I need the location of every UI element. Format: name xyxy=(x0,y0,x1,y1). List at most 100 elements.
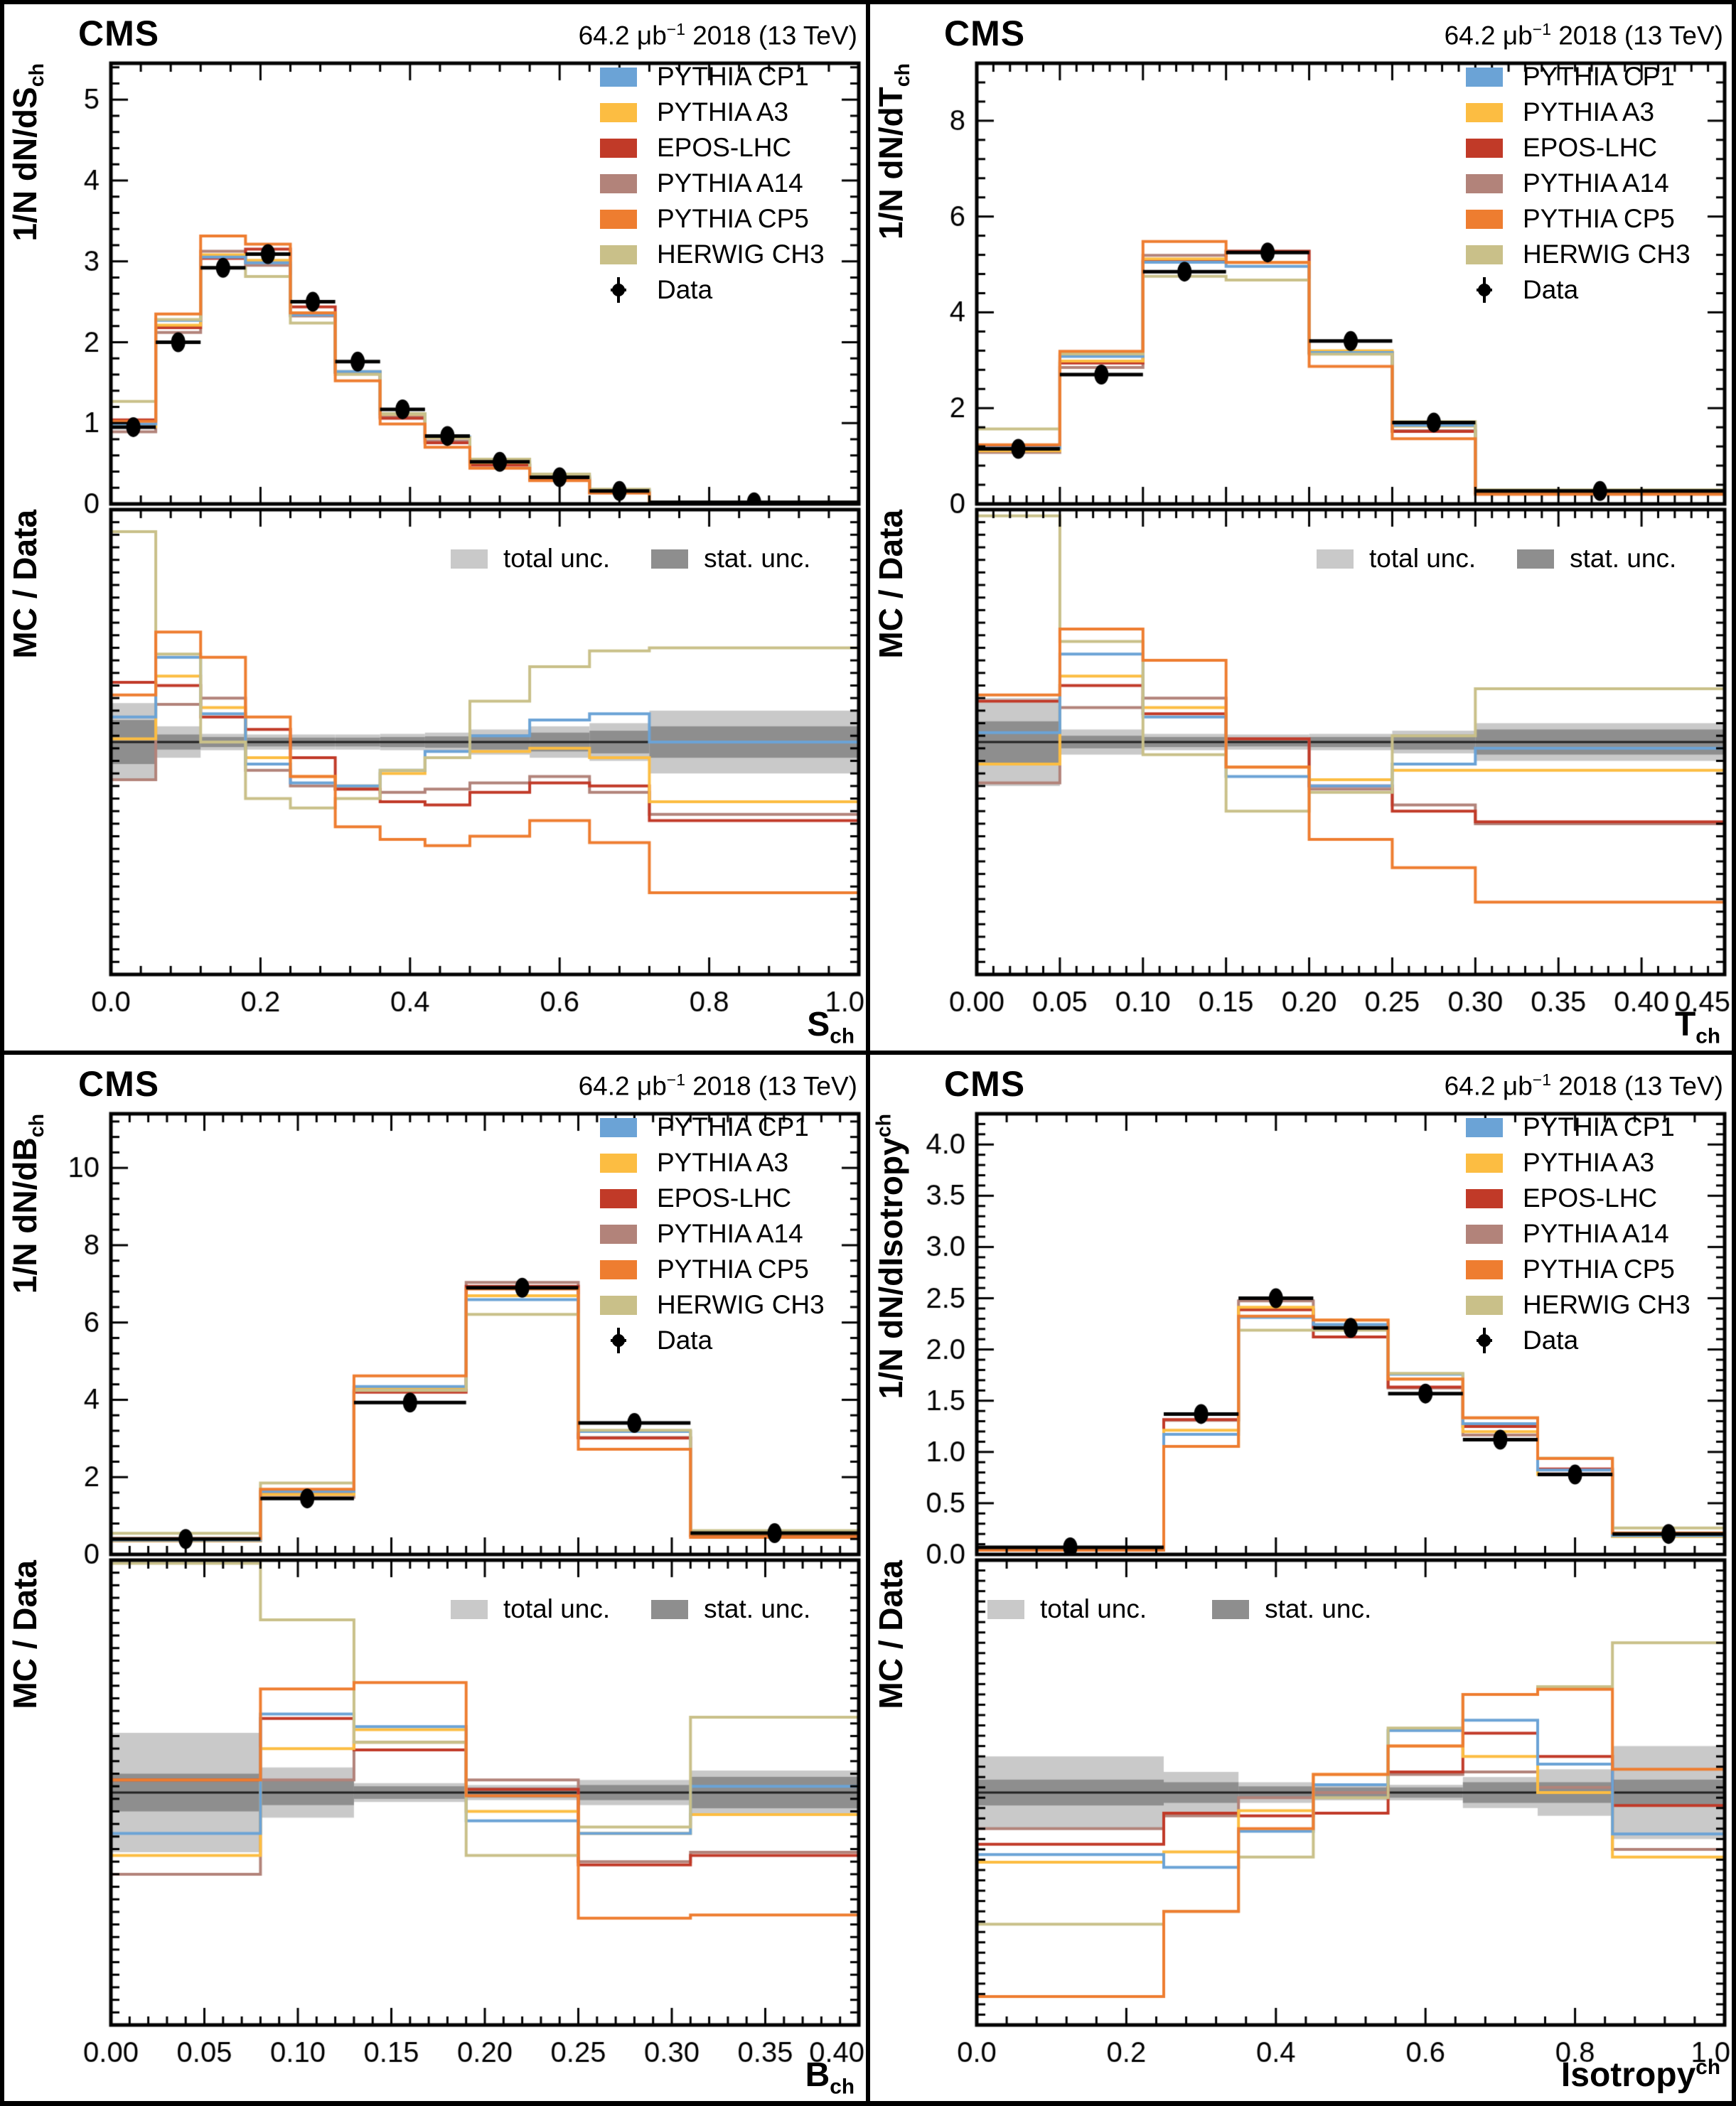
legend-item-herwig-ch3: HERWIG CH3 xyxy=(600,240,825,269)
lumi-suffix: 2018 (13 TeV) xyxy=(1550,21,1723,50)
legend: PYTHIA CP1 PYTHIA A3 EPOS-LHC PYTHIA A14 PYT… xyxy=(1466,1112,1691,1355)
legend-label: Data xyxy=(1523,275,1579,304)
legend-swatch xyxy=(600,102,637,122)
cms-logo-text: CMS xyxy=(78,1064,160,1104)
legend-swatch xyxy=(600,1117,637,1137)
legend-item-pythia-a3: PYTHIA A3 xyxy=(600,1148,825,1177)
legend-swatch xyxy=(1466,138,1503,158)
legend-swatch xyxy=(1466,102,1503,122)
y-axis-title-main: 1/N dN/dBch xyxy=(6,1114,49,1294)
lumi-exponent: −1 xyxy=(1532,20,1551,38)
legend-swatch xyxy=(600,1224,637,1244)
x-axis-title: Bch xyxy=(805,2056,854,2099)
legend-item-data: Data xyxy=(600,1326,825,1355)
lumi-suffix: 2018 (13 TeV) xyxy=(1550,1071,1723,1101)
legend-item-pythia-cp5: PYTHIA CP5 xyxy=(600,1255,825,1284)
legend-swatch xyxy=(600,1188,637,1208)
unc-legend: total unc. stat. unc. xyxy=(987,1594,1371,1623)
unc-legend-item-stat: stat. unc. xyxy=(651,1594,810,1623)
data-marker-icon xyxy=(1466,1328,1503,1353)
legend-item-pythia-a14: PYTHIA A14 xyxy=(600,1219,825,1248)
legend: PYTHIA CP1 PYTHIA A3 EPOS-LHC PYTHIA A14 PYT… xyxy=(1466,62,1691,304)
legend-item-pythia-a14: PYTHIA A14 xyxy=(1466,168,1691,198)
total-unc-swatch xyxy=(451,1599,488,1619)
legend-label: PYTHIA CP5 xyxy=(657,204,809,233)
lumi-label: 64.2 μb−1 2018 (13 TeV) xyxy=(1445,1070,1723,1101)
lumi-label: 64.2 μb−1 2018 (13 TeV) xyxy=(1445,20,1723,50)
legend-swatch xyxy=(1466,1224,1503,1244)
legend: PYTHIA CP1 PYTHIA A3 EPOS-LHC PYTHIA A14 PYT… xyxy=(600,62,825,304)
unc-legend: total unc. stat. unc. xyxy=(451,544,811,573)
legend-label: PYTHIA CP1 xyxy=(657,62,809,91)
data-marker-icon xyxy=(600,277,637,303)
panel-isotropy-ch: CMS 64.2 μb−1 2018 (13 TeV) 1/N dN/dIsot… xyxy=(870,1055,1732,2101)
y-axis-title-main: 1/N dN/dSch xyxy=(6,63,49,242)
unc-legend-item-total: total unc. xyxy=(1317,544,1476,573)
legend-swatch xyxy=(1466,1295,1503,1315)
cms-logo-text: CMS xyxy=(944,14,1026,53)
unc-legend-item-total: total unc. xyxy=(451,1594,611,1623)
legend-label: PYTHIA CP5 xyxy=(1523,204,1675,233)
legend-item-pythia-cp1: PYTHIA CP1 xyxy=(600,62,825,91)
legend-label: PYTHIA CP1 xyxy=(657,1112,809,1141)
legend-label: PYTHIA A14 xyxy=(1523,168,1669,198)
legend-item-pythia-cp1: PYTHIA CP1 xyxy=(1466,1112,1691,1141)
lumi-suffix: 2018 (13 TeV) xyxy=(685,1071,857,1101)
legend-item-data: Data xyxy=(1466,1326,1691,1355)
data-marker-icon xyxy=(1466,277,1503,303)
legend-swatch xyxy=(1466,245,1503,264)
lumi-suffix: 2018 (13 TeV) xyxy=(685,21,857,50)
unc-legend-item-stat: stat. unc. xyxy=(1212,1594,1371,1623)
legend-swatch xyxy=(1466,67,1503,87)
cms-logo-text: CMS xyxy=(944,1064,1026,1104)
unc-legend-item-stat: stat. unc. xyxy=(1517,544,1676,573)
legend-swatch xyxy=(600,209,637,229)
lumi-exponent: −1 xyxy=(1532,1070,1551,1089)
legend-label: PYTHIA A3 xyxy=(657,97,789,127)
y-axis-title-ratio: MC / Data xyxy=(872,1560,909,1709)
legend-swatch xyxy=(1466,1153,1503,1173)
total-unc-label: total unc. xyxy=(503,1594,611,1623)
y-axis-title-main: 1/N dN/dTch xyxy=(872,63,915,240)
panel-b-ch: CMS 64.2 μb−1 2018 (13 TeV) 1/N dN/dBch … xyxy=(4,1055,866,2101)
unc-legend-item-stat: stat. unc. xyxy=(651,544,811,573)
lumi-exponent: −1 xyxy=(666,1070,685,1089)
data-marker-icon xyxy=(600,1328,637,1353)
lumi-label: 64.2 μb−1 2018 (13 TeV) xyxy=(579,1070,857,1101)
legend-swatch xyxy=(1466,173,1503,193)
legend-item-epos-lhc: EPOS-LHC xyxy=(1466,1183,1691,1213)
legend-swatch xyxy=(600,1153,637,1173)
legend-label: PYTHIA A3 xyxy=(1523,97,1655,127)
lumi-prefix: 64.2 μb xyxy=(578,1071,667,1101)
unc-legend: total unc. stat. unc. xyxy=(1317,544,1676,573)
legend-item-herwig-ch3: HERWIG CH3 xyxy=(1466,1290,1691,1319)
plot-canvas-t-ch xyxy=(870,58,1732,1051)
total-unc-swatch xyxy=(451,549,488,569)
legend-label: Data xyxy=(1523,1326,1579,1355)
legend-item-pythia-a3: PYTHIA A3 xyxy=(1466,97,1691,127)
stat-unc-swatch xyxy=(1212,1599,1250,1619)
data-marker-dot xyxy=(612,284,625,296)
legend-swatch xyxy=(600,138,637,158)
stat-unc-label: stat. unc. xyxy=(704,544,811,573)
stat-unc-swatch xyxy=(651,1599,689,1619)
cms-logo-text: CMS xyxy=(78,14,160,53)
x-axis-title: Tch xyxy=(1674,1006,1720,1048)
legend-item-pythia-a14: PYTHIA A14 xyxy=(1466,1219,1691,1248)
panel-t-ch: CMS 64.2 μb−1 2018 (13 TeV) 1/N dN/dTch … xyxy=(870,4,1732,1051)
lumi-label: 64.2 μb−1 2018 (13 TeV) xyxy=(579,20,857,50)
legend-label: PYTHIA A3 xyxy=(657,1148,789,1177)
legend-item-pythia-a3: PYTHIA A3 xyxy=(600,97,825,127)
legend-label: HERWIG CH3 xyxy=(657,1290,825,1319)
legend-item-epos-lhc: EPOS-LHC xyxy=(1466,133,1691,162)
legend-label: HERWIG CH3 xyxy=(1523,240,1691,269)
legend-label: EPOS-LHC xyxy=(657,133,792,162)
legend-label: EPOS-LHC xyxy=(1523,1183,1658,1213)
legend-label: PYTHIA A14 xyxy=(657,168,803,198)
legend-swatch xyxy=(600,1259,637,1279)
legend-label: PYTHIA CP5 xyxy=(1523,1255,1675,1284)
legend-item-pythia-a3: PYTHIA A3 xyxy=(1466,1148,1691,1177)
legend-item-herwig-ch3: HERWIG CH3 xyxy=(600,1290,825,1319)
lumi-prefix: 64.2 μb xyxy=(578,21,667,50)
